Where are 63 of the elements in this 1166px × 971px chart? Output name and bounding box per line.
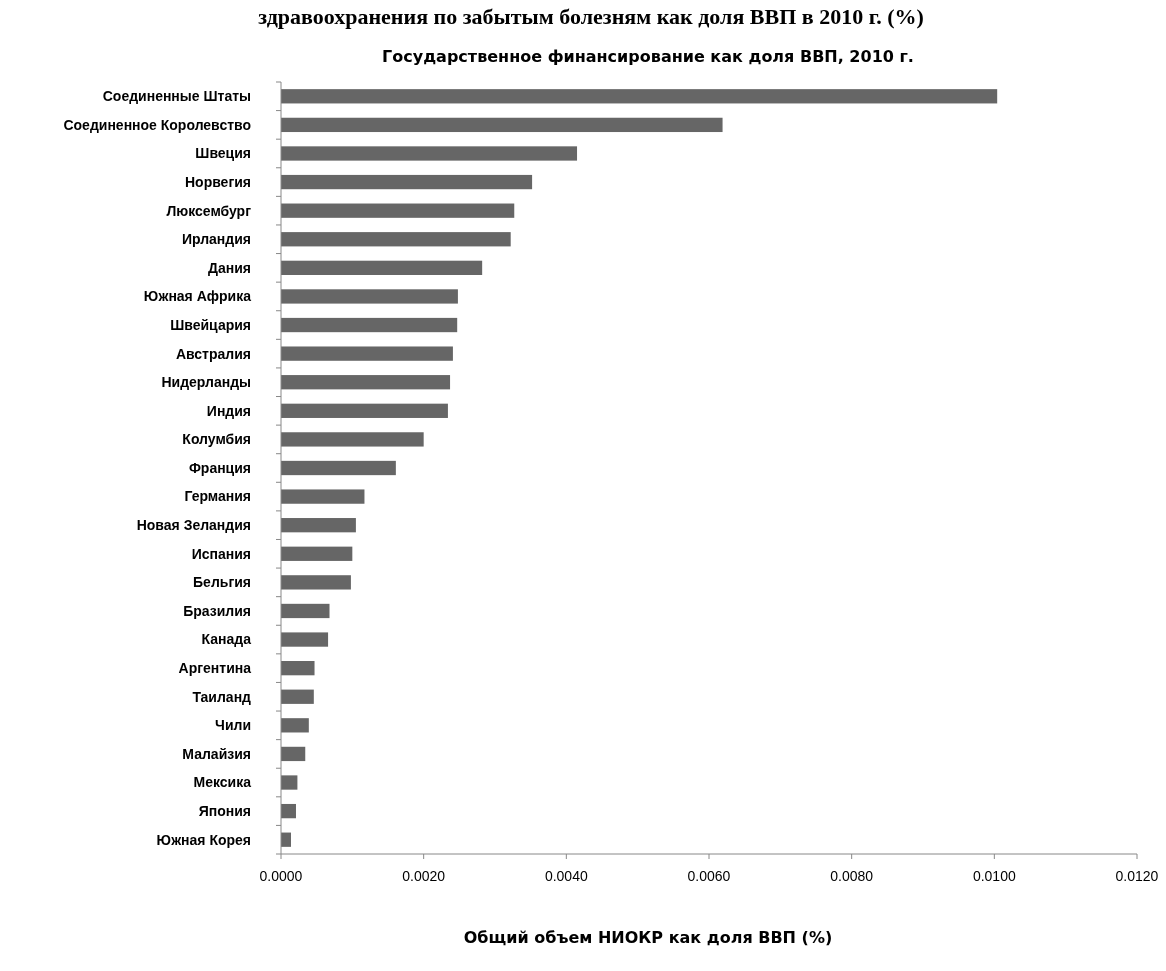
y-tick-label: Япония bbox=[198, 803, 251, 820]
bar bbox=[281, 746, 306, 762]
y-tick-label: Ирландия bbox=[181, 231, 251, 248]
y-tick-label: Нидерланды bbox=[161, 374, 251, 391]
y-tick-label: Аргентина bbox=[178, 660, 252, 677]
y-tick-label: Дания bbox=[208, 259, 251, 276]
x-tick-label: 0.0000 bbox=[259, 867, 303, 884]
chart-subtitle: Государственное финансирование как доля ВВП, 2010 г. bbox=[382, 47, 914, 66]
x-tick-label: 0.0080 bbox=[830, 867, 874, 884]
bar bbox=[281, 289, 458, 304]
y-tick-label: Норвегия bbox=[184, 173, 251, 190]
bar bbox=[281, 632, 329, 647]
bar bbox=[281, 546, 353, 561]
bar bbox=[281, 775, 298, 790]
y-tick-label: Швеция bbox=[195, 145, 251, 162]
bar bbox=[281, 689, 314, 704]
y-tick-label: Австралия bbox=[175, 345, 251, 362]
y-tick-label: Соединенное Королевство bbox=[63, 116, 251, 133]
bar bbox=[281, 661, 315, 676]
y-tick-label: Германия bbox=[184, 488, 251, 505]
x-axis-title: Общий объем НИОКР как доля ВВП (%) bbox=[463, 928, 833, 947]
y-tick-label: Чили bbox=[215, 717, 251, 734]
y-tick-label: Испания bbox=[191, 545, 251, 562]
bar bbox=[281, 432, 424, 447]
bar bbox=[281, 403, 448, 418]
y-tick-label: Соединенные Штаты bbox=[102, 88, 251, 105]
x-tick-label: 0.0040 bbox=[544, 867, 588, 884]
bar bbox=[281, 232, 511, 247]
bar bbox=[281, 146, 578, 161]
bar bbox=[281, 575, 351, 590]
y-tick-label: Франция bbox=[188, 459, 251, 476]
y-tick-label: Мексика bbox=[193, 774, 252, 791]
x-tick-label: 0.0020 bbox=[402, 867, 446, 884]
bar bbox=[281, 518, 356, 533]
bar bbox=[281, 346, 453, 361]
bar bbox=[281, 718, 309, 733]
bar bbox=[281, 603, 330, 619]
bar bbox=[281, 375, 451, 390]
y-tick-label: Южная Африка bbox=[143, 288, 252, 305]
y-tick-label: Швейцария bbox=[170, 316, 251, 333]
y-tick-label: Люксембург bbox=[166, 202, 252, 219]
chart-title: здравоохранения по забытым болезням как доля ВВП в 2010 г. (%) bbox=[258, 4, 924, 29]
bar bbox=[281, 89, 998, 104]
bar bbox=[281, 460, 396, 476]
bar bbox=[281, 117, 723, 133]
x-tick-label: 0.0120 bbox=[1115, 867, 1159, 884]
x-tick-label: 0.0100 bbox=[972, 867, 1016, 884]
bar bbox=[281, 260, 483, 275]
y-tick-label: Индия bbox=[206, 402, 251, 419]
bar bbox=[281, 803, 296, 819]
y-tick-label: Канада bbox=[201, 631, 252, 648]
y-tick-label: Таиланд bbox=[192, 688, 252, 705]
y-tick-label: Малайзия bbox=[182, 745, 251, 762]
y-tick-label: Колумбия bbox=[182, 431, 251, 448]
bar bbox=[281, 203, 515, 218]
x-tick-label: 0.0060 bbox=[687, 867, 731, 884]
bar bbox=[281, 174, 533, 190]
y-tick-label: Южная Корея bbox=[156, 831, 251, 848]
bar bbox=[281, 489, 365, 504]
y-tick-label: Бразилия bbox=[183, 602, 251, 619]
bar bbox=[281, 317, 458, 333]
y-tick-label: Новая Зеландия bbox=[136, 517, 251, 534]
y-tick-label: Бельгия bbox=[193, 574, 251, 591]
